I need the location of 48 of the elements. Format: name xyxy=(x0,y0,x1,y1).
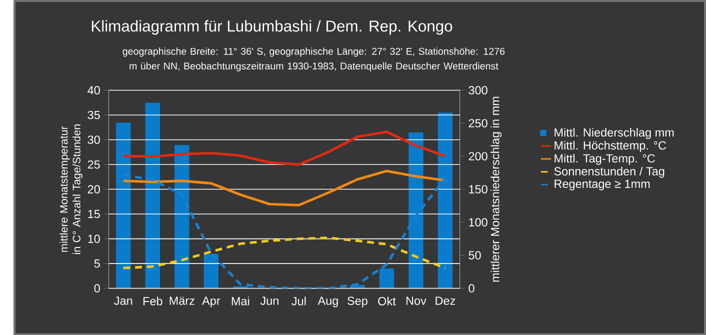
y2-tick-label: 300 xyxy=(468,86,488,94)
bar xyxy=(379,268,394,288)
y-tick-label: 20 xyxy=(88,184,100,194)
y2-tick-label: 100 xyxy=(469,218,488,226)
bar xyxy=(116,122,131,288)
bar xyxy=(408,132,424,288)
x-tick-label: Nov xyxy=(406,296,426,305)
y2-tick-label: 200 xyxy=(468,152,488,160)
x-tick-label: Jun xyxy=(260,296,278,305)
y-tick-label: 10 xyxy=(88,234,100,243)
bar xyxy=(174,144,190,288)
x-tick-label: Apr xyxy=(202,296,220,308)
x-tick-label: Okt xyxy=(378,296,396,306)
line-series xyxy=(122,173,446,288)
y2-axis-title: mittlerer Monatsniederschlag in mm xyxy=(490,96,502,282)
legend-label: Regentage ≥ 1mm xyxy=(554,180,650,190)
x-tick-label: Mai xyxy=(232,296,250,306)
x-tick-label: Feb xyxy=(143,296,162,306)
line-series xyxy=(122,236,446,270)
x-tick-label: Aug xyxy=(318,296,338,308)
bar xyxy=(438,112,453,288)
y-tick-label: 35 xyxy=(88,110,100,119)
y-tick-label: 40 xyxy=(88,86,100,94)
bar xyxy=(204,254,219,288)
x-tick-label: Jul xyxy=(292,296,306,306)
y-tick-label: 15 xyxy=(88,210,100,218)
y-axis-title: mittlere Monatstemperatur in C° Anzahl Tage/Stunden xyxy=(60,124,83,254)
legend-label: Sonnenstunden / Tag xyxy=(554,166,664,178)
chart-title: Klimadiagramm für Lubumbashi / Dem. Rep. Kongo xyxy=(92,20,452,35)
legend-label: Mittl. Niederschlag mm xyxy=(554,128,674,139)
y2-tick-label: 0 xyxy=(468,284,474,292)
line-series xyxy=(122,169,446,206)
legend-label: Mittl. Höchsttemp. °C xyxy=(554,140,666,152)
x-tick-label: Dez xyxy=(436,296,456,305)
bar xyxy=(145,102,160,288)
y-tick-label: 25 xyxy=(88,160,100,168)
y-tick-label: 30 xyxy=(88,135,100,144)
y2-tick-label: 150 xyxy=(469,184,488,194)
line-series xyxy=(122,130,446,166)
y-tick-label: 5 xyxy=(94,259,100,268)
legend-label: Mittl. Tag-Temp. °C xyxy=(554,154,655,165)
chart-subtitle: geographische Breite: 11° 36' S, geographische Länge: 27° 32' E, Stationshöhe: 1276 m über NN, Beobachtungszeitraum 1930-1983, Datenquelle Deutscher Wetterdienst xyxy=(122,47,505,72)
x-tick-label: Sep xyxy=(348,296,368,308)
y2-tick-label: 50 xyxy=(468,250,481,260)
y2-tick-label: 250 xyxy=(468,118,488,128)
x-tick-label: Jan xyxy=(114,296,132,305)
x-tick-label: März xyxy=(170,296,194,305)
y-tick-label: 0 xyxy=(94,284,100,292)
